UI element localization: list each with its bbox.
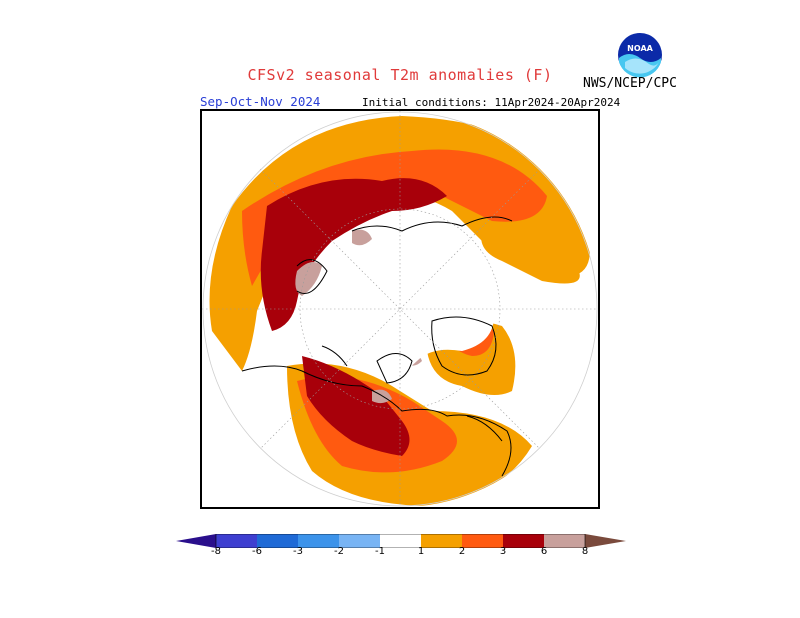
legend-tick: -6: [252, 546, 262, 557]
color-legend: [176, 533, 626, 563]
legend-box: [339, 534, 380, 548]
legend-tick: 6: [540, 546, 548, 557]
legend-box: [257, 534, 298, 548]
season-label: Sep-Oct-Nov 2024: [200, 94, 321, 109]
legend-tick: -1: [375, 546, 385, 557]
coastlines: [241, 216, 513, 477]
legend-box: [462, 534, 503, 548]
legend-tick: -2: [334, 546, 344, 557]
legend-box: [421, 534, 462, 548]
legend-tick: 3: [499, 546, 507, 557]
legend-tick: -3: [293, 546, 303, 557]
map-title: CFSv2 seasonal T2m anomalies (F): [247, 66, 553, 84]
legend-tick: 8: [581, 546, 589, 557]
legend-arrow-cold: [176, 534, 216, 548]
legend-tick: 2: [458, 546, 466, 557]
arctic-neutral-region: [322, 245, 494, 375]
legend-tick: -8: [211, 546, 221, 557]
initial-conditions-label: Initial conditions: 11Apr2024-20Apr2024: [362, 96, 621, 109]
agency-label: NWS/NCEP/CPC: [583, 76, 677, 91]
legend-arrow-warm: [585, 534, 626, 548]
legend-box: [503, 534, 544, 548]
legend-tick: 1: [417, 546, 425, 557]
polar-map: [200, 109, 600, 509]
noaa-logo: NOAA: [617, 32, 663, 78]
legend-box: [216, 534, 257, 548]
legend-box: [544, 534, 585, 548]
graticule: [202, 111, 598, 507]
logo-text: NOAA: [627, 44, 653, 53]
legend-box: [380, 534, 421, 548]
legend-box: [298, 534, 339, 548]
